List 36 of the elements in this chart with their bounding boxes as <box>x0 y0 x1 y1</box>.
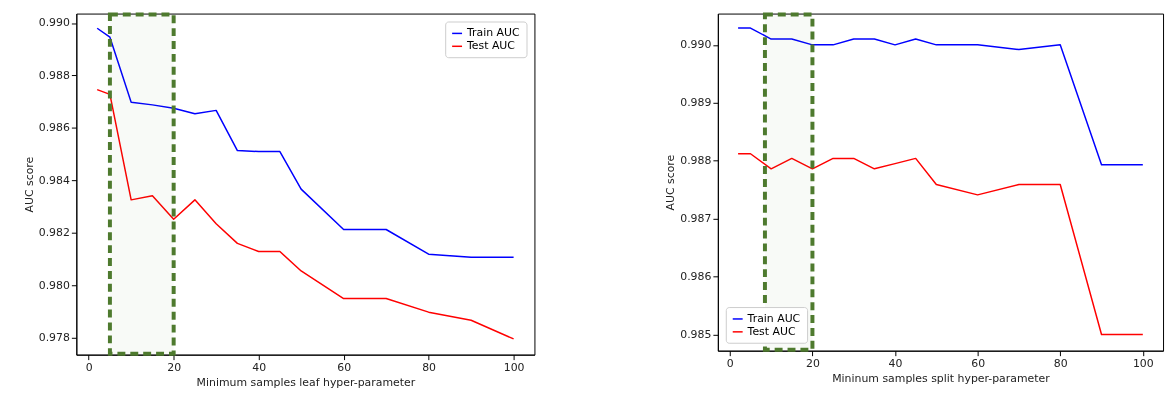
y-tick-label: 0.986 <box>38 121 70 135</box>
x-tick-label: 100 <box>503 361 525 375</box>
legend-label: Test AUC <box>466 39 516 53</box>
y-tick-label: 0.982 <box>38 226 70 240</box>
y-tick-label: 0.987 <box>680 212 712 226</box>
legend-label: Train AUC <box>746 311 801 325</box>
y-tick-label: 0.988 <box>680 154 712 168</box>
x-tick-label: 80 <box>422 361 437 375</box>
line-series <box>96 88 515 340</box>
y-axis-title: AUC score <box>22 156 36 213</box>
y-tick-label: 0.988 <box>38 68 70 82</box>
x-tick-label: 100 <box>1132 357 1154 371</box>
line-series <box>737 153 1144 336</box>
x-tick-label: 0 <box>726 357 734 371</box>
legend-label: Train AUC <box>466 26 521 40</box>
legend-label: Test AUC <box>746 324 796 338</box>
y-tick-label: 0.980 <box>38 278 70 292</box>
y-tick-label: 0.990 <box>680 38 712 52</box>
x-axis-title: Minimum samples leaf hyper-parameter <box>196 375 416 389</box>
y-tick-label: 0.985 <box>680 327 712 341</box>
x-tick-label: 20 <box>806 357 820 371</box>
x-tick-label: 0 <box>85 361 93 375</box>
x-tick-label: 40 <box>252 361 267 375</box>
x-tick-label: 60 <box>971 357 986 371</box>
x-tick-label: 20 <box>167 361 182 375</box>
y-tick-label: 0.986 <box>680 270 712 284</box>
x-tick-label: 80 <box>1053 357 1068 371</box>
y-tick-label: 0.990 <box>38 16 70 30</box>
line-series <box>737 27 1144 166</box>
x-tick-label: 60 <box>337 361 352 375</box>
y-tick-label: 0.978 <box>38 331 70 345</box>
y-axis-title: AUC score <box>664 154 678 211</box>
x-axis-title: Mininum samples split hyper-parameter <box>832 371 1051 385</box>
x-tick-label: 40 <box>888 357 903 371</box>
y-tick-label: 0.989 <box>680 96 712 110</box>
y-tick-label: 0.984 <box>38 173 70 187</box>
